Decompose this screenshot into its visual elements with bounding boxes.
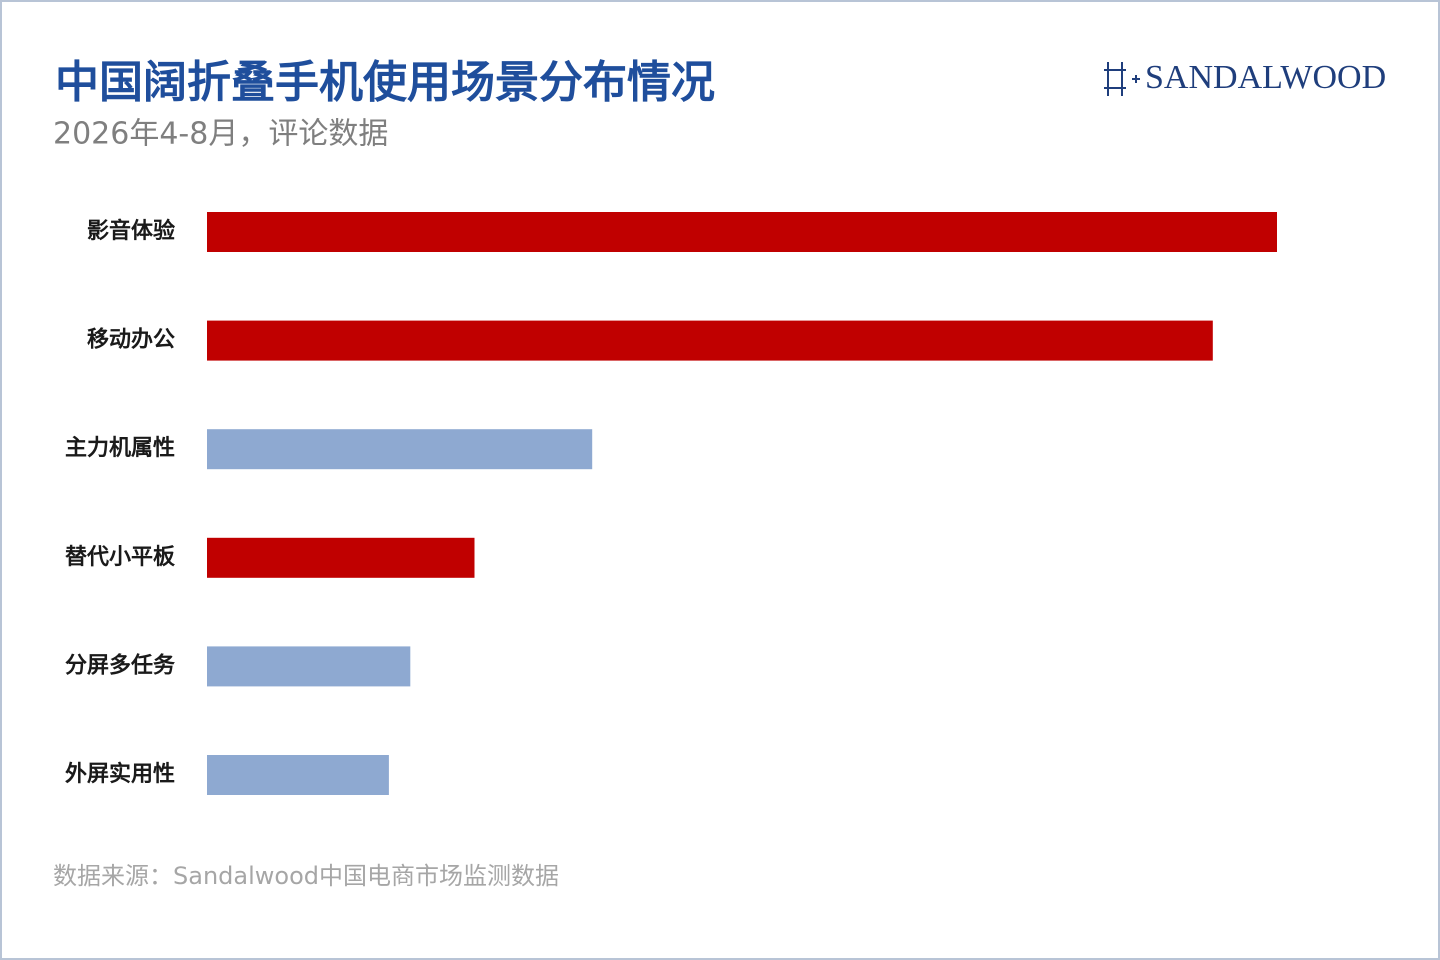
bar xyxy=(207,212,1277,252)
category-label: 移动办公 xyxy=(87,327,175,353)
category-label: 外屏实用性 xyxy=(65,761,175,787)
bar xyxy=(207,755,389,795)
brand-icon xyxy=(1104,62,1140,96)
bar xyxy=(207,537,475,578)
bar xyxy=(207,320,1213,361)
brand: SANDALWOOD xyxy=(1145,59,1386,96)
source: 数据来源：Sandalwood中国电商市场监测数据 xyxy=(53,862,559,890)
chart-title: 中国阔折叠手机使用场景分布情况 xyxy=(55,57,715,108)
category-label: 主力机属性 xyxy=(65,436,175,461)
category-label: 影音体验 xyxy=(87,218,175,244)
chart-subtitle: 2026年4-8月，评论数据 xyxy=(53,117,388,152)
bar xyxy=(207,646,411,687)
category-label: 替代小平板 xyxy=(65,545,176,570)
bar xyxy=(207,429,593,470)
category-label: 分屏多任务 xyxy=(65,652,176,678)
